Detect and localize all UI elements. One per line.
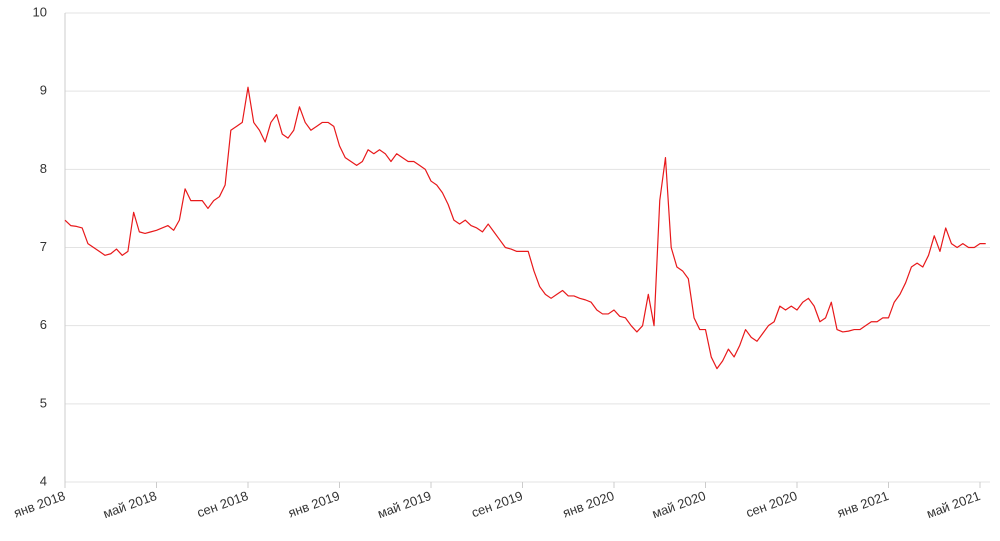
y-tick-label: 10 (33, 4, 47, 19)
x-tick-label: янв 2019 (286, 488, 342, 520)
x-tick-label: сен 2019 (469, 488, 524, 520)
y-tick-label: 9 (40, 83, 47, 98)
line (64, 86, 986, 370)
y-tick-label: 5 (40, 395, 47, 410)
x-tick-label: май 2019 (375, 488, 433, 521)
x-tick-label: янв 2020 (561, 488, 617, 520)
x-tick-label: сен 2018 (195, 488, 250, 520)
y-tick-label: 8 (40, 161, 47, 176)
x-tick-label: сен 2020 (744, 488, 799, 520)
x-tick-label: май 2018 (101, 488, 159, 521)
x-tick-label: май 2020 (650, 488, 708, 521)
y-tick-label: 6 (40, 317, 47, 332)
x-tick-label: янв 2021 (835, 488, 891, 520)
x-tick-label: янв 2018 (12, 488, 68, 520)
x-tick-label: май 2021 (924, 488, 982, 521)
y-tick-label: 7 (40, 239, 47, 254)
y-tick-label: 4 (40, 473, 47, 488)
